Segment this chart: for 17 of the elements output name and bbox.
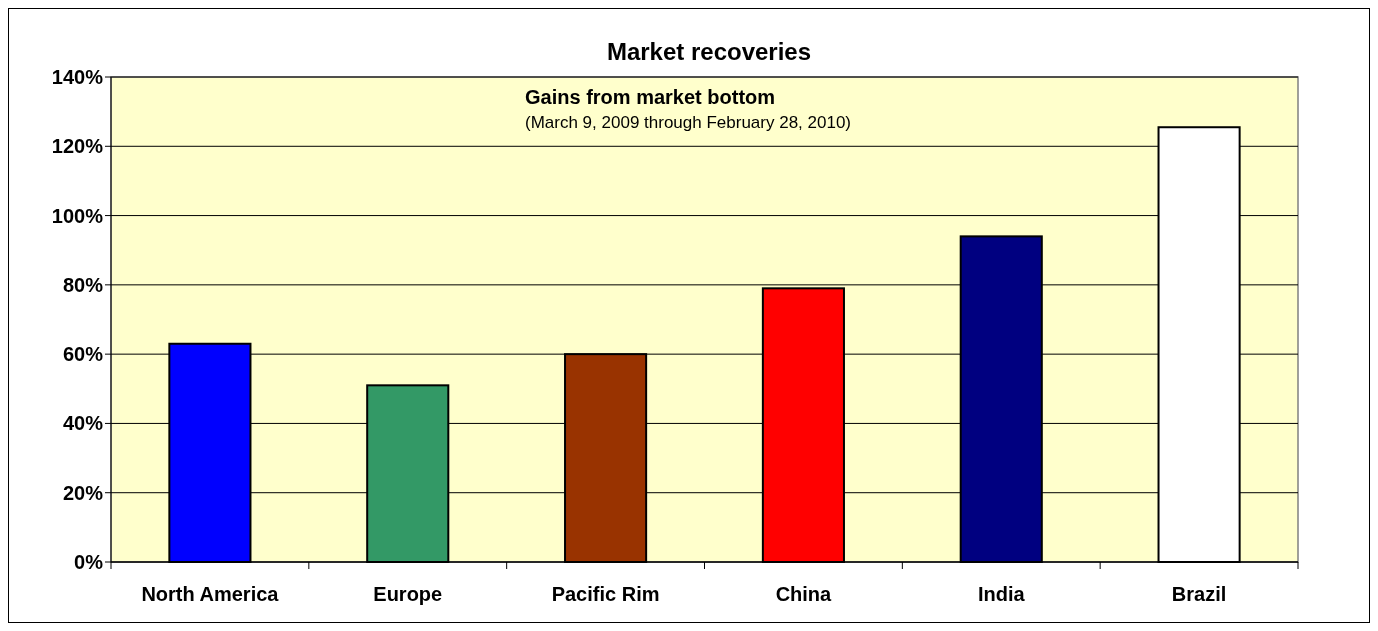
x-tick-label: Brazil — [1171, 583, 1227, 605]
y-tick-label: 40% — [62, 412, 104, 435]
y-tick-label: 60% — [62, 343, 104, 366]
x-tick-label: China — [775, 583, 833, 605]
chart-title: Market recoveries — [606, 38, 812, 65]
x-tick-label: Pacific Rim — [551, 583, 660, 605]
y-tick-label: 120% — [51, 135, 104, 158]
y-tick-label: 100% — [51, 204, 104, 227]
annotation: (March 9, 2009 through February 28, 2010) — [525, 113, 852, 132]
y-tick-label: 80% — [62, 273, 104, 296]
y-tick-label: 140% — [51, 66, 104, 88]
y-tick-label: 20% — [62, 481, 104, 504]
x-tick-label: Europe — [373, 583, 443, 605]
x-tick-label: North America — [141, 583, 280, 605]
y-tick-label: 0% — [74, 551, 104, 573]
x-tick-label: India — [977, 583, 1026, 605]
chart-subtitle: Gains from market bottom — [525, 86, 776, 108]
